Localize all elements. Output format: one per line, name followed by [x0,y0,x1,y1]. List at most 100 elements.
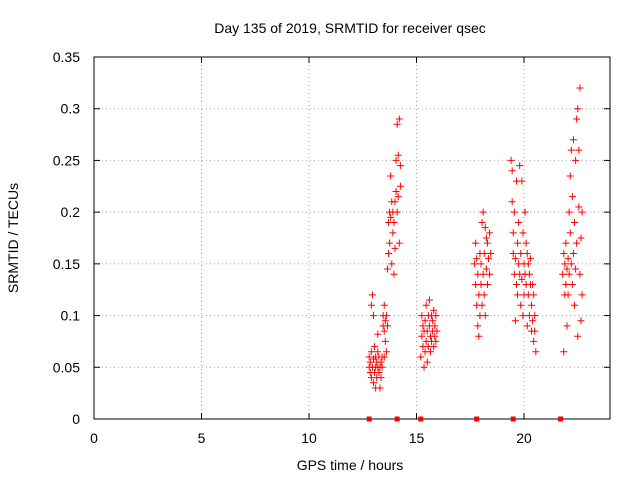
data-point [371,343,379,351]
data-point [571,218,579,226]
x-axis-label: GPS time / hours [297,457,404,473]
data-point [529,281,537,289]
data-point [564,291,572,299]
y-tick-label: 0.25 [53,152,80,168]
data-point [567,260,575,268]
data-point [474,322,482,330]
data-point [393,120,401,128]
data-point [394,193,402,201]
y-tick-label: 0 [72,411,80,427]
data-point [482,265,490,273]
data-point [366,358,374,366]
data-point [377,374,385,382]
zero-marker [558,416,564,422]
data-points [365,84,586,392]
data-point [574,332,582,340]
data-point [564,255,572,263]
data-point [528,301,536,309]
data-point [509,229,517,237]
data-point [479,270,487,278]
y-tick-label: 0.35 [53,49,80,65]
data-point [374,348,382,356]
data-point [565,270,573,278]
data-point [385,250,393,258]
data-point [510,208,518,216]
axes [93,56,611,420]
data-point [374,330,382,338]
data-point [395,239,403,247]
data-point [523,250,531,258]
data-point [425,296,433,304]
data-point [573,239,581,247]
data-point [480,291,488,299]
y-tick-label: 0.15 [53,256,80,272]
data-point [569,136,577,144]
data-point [431,322,439,330]
data-point [578,208,586,216]
data-point [523,322,531,330]
data-point [432,312,440,320]
data-point [508,198,516,206]
zero-marker [510,416,516,422]
data-point [532,348,540,356]
data-point [572,156,580,164]
data-point [566,172,574,180]
data-point [380,327,388,335]
data-point [524,260,532,268]
data-point [388,260,396,268]
data-point [370,379,377,387]
data-point [392,187,400,195]
data-point [531,312,539,320]
data-point [517,250,525,258]
data-point [370,312,377,320]
data-point [480,250,488,258]
data-point [511,255,519,263]
data-point [368,291,376,299]
y-tick-label: 0.3 [61,101,81,117]
data-point [478,301,486,309]
data-point [517,301,525,309]
data-point [392,156,400,164]
x-tick-label: 0 [90,430,98,446]
tick-labels: 0 5 10 15 20 0 0.05 0.1 0.15 0.2 0.25 0.3 0.35 [53,49,532,446]
data-point [507,156,515,164]
data-point [430,306,438,314]
data-point [563,265,571,273]
data-point [432,337,440,345]
zero-marker [474,416,480,422]
data-point [387,213,395,221]
data-point [508,167,516,175]
data-point [560,250,568,258]
zero-marker [394,416,400,422]
data-point [565,208,573,216]
data-point [515,218,523,226]
x-tick-label: 15 [409,430,425,446]
data-point [471,260,479,268]
data-point [429,317,437,325]
x-tick-label: 10 [301,430,317,446]
data-point [383,265,391,273]
data-point [575,146,583,154]
x-tick-label: 20 [516,430,532,446]
data-point [525,270,533,278]
data-point [433,327,441,335]
data-point [383,322,391,330]
data-point [418,312,426,320]
data-point [577,317,585,325]
data-point [530,291,538,299]
data-point [522,239,530,247]
data-point [418,332,426,340]
data-point [574,105,582,113]
data-point [478,218,486,226]
data-point [481,224,489,232]
data-point [483,281,491,289]
data-point [559,270,567,278]
data-point [530,337,538,345]
data-point [561,260,569,268]
data-point [531,327,539,335]
y-axis-label: SRMTID / TECUs [5,183,21,293]
data-point [391,198,399,206]
chart-title: Day 135 of 2019, SRMTID for receiver qse… [214,20,486,36]
data-point [382,348,390,356]
zero-markers [366,416,564,422]
